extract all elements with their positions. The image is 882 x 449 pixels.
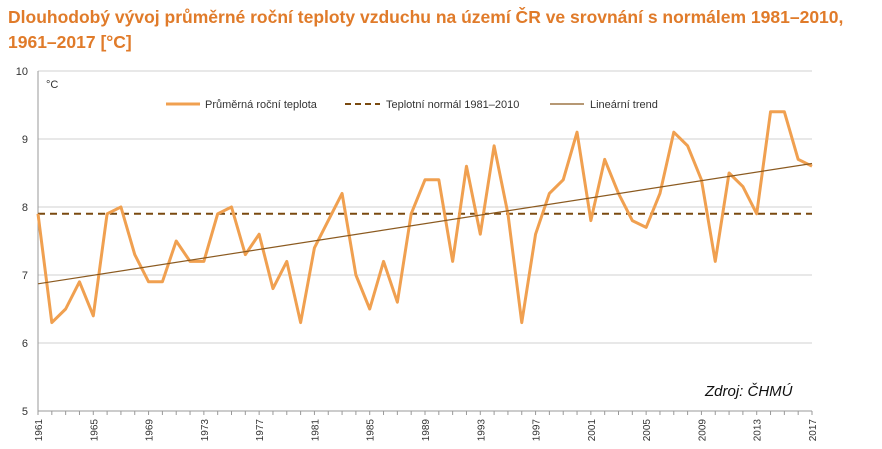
y-tick-label: 9	[22, 134, 28, 146]
x-tick-label: 1973	[200, 419, 211, 442]
x-tick-label: 1981	[310, 419, 321, 442]
y-axis-unit: °C	[46, 79, 58, 91]
x-tick-label: 2001	[587, 419, 598, 442]
y-tick-label: 5	[22, 406, 28, 418]
x-tick-labels: 1961 1965 1969 1973 1977 1981 1985 1989 1993 1997…	[34, 419, 819, 442]
x-tick-label: 1969	[145, 419, 156, 442]
legend-label-normal: Teplotní normál 1981–2010	[386, 99, 519, 111]
y-tick-label: 6	[22, 338, 28, 350]
x-tick-label: 2009	[697, 419, 708, 442]
y-tick-label: 8	[22, 202, 28, 214]
series-trend-line	[37, 162, 813, 285]
legend: Průměrná roční teplota Teplotní normál 19…	[166, 99, 658, 111]
y-tick-label: 7	[22, 270, 28, 282]
grid-lines	[38, 70, 812, 344]
x-tick-label: 1965	[89, 419, 100, 442]
y-tick-label: 10	[16, 66, 28, 78]
x-tick-label: 1993	[476, 419, 487, 442]
series-annual-temperature-line	[36, 110, 813, 325]
x-tick-label: 1989	[421, 419, 432, 442]
legend-label-annual: Průměrná roční teplota	[205, 99, 318, 111]
x-tick-label: 1977	[255, 419, 266, 442]
chart-title: Dlouhodobý vývoj průměrné roční teploty …	[8, 7, 844, 52]
x-tick-label: 1997	[532, 419, 543, 442]
x-tick-label: 2005	[642, 419, 653, 442]
x-tick-label: 2013	[753, 419, 764, 442]
y-tick-labels: 5 6 7 8 9 10	[16, 66, 28, 418]
axes	[37, 71, 813, 415]
legend-label-trend: Lineární trend	[590, 99, 658, 111]
source-annotation: Zdroj: ČHMÚ	[704, 383, 793, 400]
x-tick-label: 1961	[34, 419, 45, 442]
x-tick-label: 1985	[366, 419, 377, 442]
plot-area	[36, 110, 813, 325]
x-tick-label: 2017	[808, 419, 819, 442]
